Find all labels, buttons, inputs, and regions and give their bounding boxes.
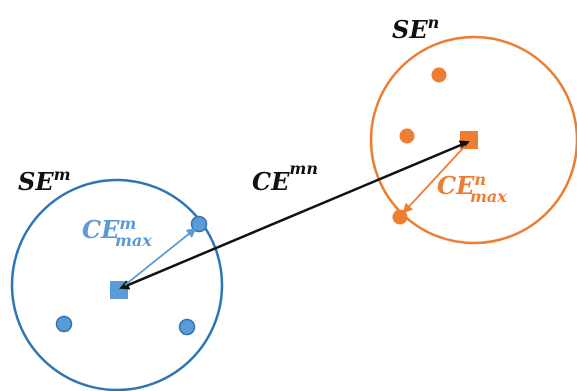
ce-n-max-label-sub: max	[470, 187, 507, 206]
ce-n-max-label: CEn max	[437, 170, 507, 206]
cluster-m-member-node-3	[178, 318, 196, 336]
se-m-label: SEm	[18, 165, 71, 196]
se-n-label-sup: n	[428, 13, 440, 32]
se-m-label-base: SE	[18, 167, 54, 196]
cluster-n-max-radius-arrow	[402, 145, 466, 214]
se-m-label-sup: m	[54, 165, 71, 184]
ce-n-max-label-sup: n	[474, 170, 486, 189]
se-n-label: SEn	[392, 13, 439, 44]
ce-m-max-label-sub: max	[115, 231, 152, 250]
ce-mn-label: CEmn	[252, 159, 318, 196]
cluster-n-centroid	[460, 131, 478, 149]
cluster-n-member-node-1	[431, 67, 447, 83]
ce-mn-label-base: CE	[252, 167, 290, 196]
ce-m-max-label: CEm max	[82, 214, 152, 250]
cluster-n-member-node-2	[399, 128, 415, 144]
cluster-m-max-radius-arrow	[124, 227, 197, 286]
ce-mn-label-sup: mn	[289, 159, 318, 178]
ce-m-max-label-base: CE	[82, 215, 120, 244]
ce-n-max-label-base: CE	[437, 171, 475, 200]
ce-m-max-label-sup: m	[119, 214, 136, 233]
cluster-n-circle	[369, 35, 577, 245]
se-n-label-base: SE	[392, 15, 428, 44]
cluster-m-member-node-2	[55, 315, 73, 333]
centroid-connector-arrow	[119, 140, 470, 290]
